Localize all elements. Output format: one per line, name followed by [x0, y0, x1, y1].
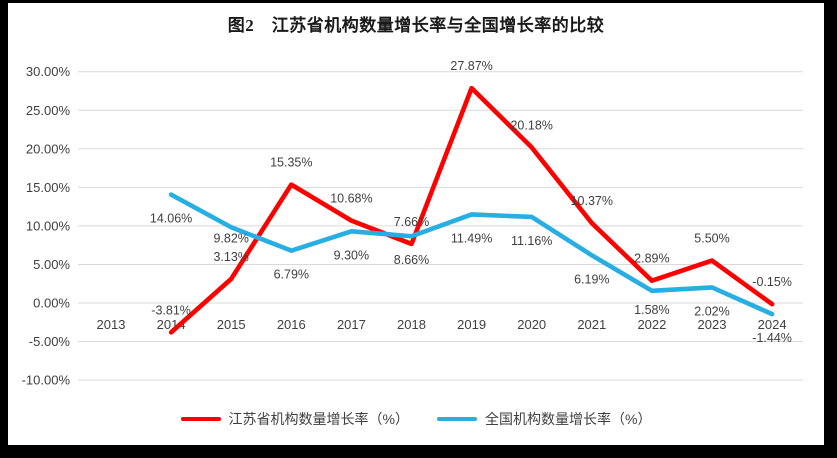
- jiangsu-series-line: [168, 85, 775, 335]
- y-axis-tick-label: -5.00%: [29, 334, 71, 349]
- x-axis-tick-label: 2013: [97, 317, 126, 332]
- x-axis-tick-label: 2016: [277, 317, 306, 332]
- x-axis-tick-label: 2021: [577, 317, 606, 332]
- x-axis-tick-label: 2018: [397, 317, 426, 332]
- jiangsu-data-label: 15.35%: [270, 156, 312, 170]
- legend-item-national: 全国机构数量增长率（%）: [437, 409, 651, 429]
- x-axis-tick-label: 2023: [698, 317, 727, 332]
- jiangsu-data-label: 3.13%: [213, 250, 248, 264]
- legend-label-jiangsu: 江苏省机构数量增长率（%）: [228, 411, 409, 427]
- jiangsu-data-label: 5.50%: [694, 232, 729, 246]
- national-data-label: 9.30%: [334, 248, 369, 262]
- national-data-label: 8.66%: [394, 253, 429, 267]
- national-data-label: 14.06%: [150, 212, 192, 226]
- chart-plot-area: 30.00% 25.00% 20.00% 15.00% 10.00% 5.00% 0.00%…: [22, 59, 803, 388]
- y-axis-tick-label: 5.00%: [33, 257, 70, 272]
- x-axis-tick-label: 2017: [337, 317, 366, 332]
- chart-title: 图2 江苏省机构数量增长率与全国增长率的比较: [227, 16, 605, 35]
- y-axis-tick-label: 10.00%: [26, 218, 71, 233]
- jiangsu-data-label: 27.87%: [450, 59, 492, 73]
- y-axis-tick-label: 20.00%: [26, 141, 71, 156]
- y-axis-tick-label: -10.00%: [22, 373, 71, 388]
- x-axis-tick-label: 2020: [517, 317, 546, 332]
- national-data-label: 6.19%: [574, 272, 609, 286]
- x-axis-tick-label: 2019: [457, 317, 486, 332]
- jiangsu-data-label: 7.66%: [394, 215, 429, 229]
- chart-legend: 江苏省机构数量增长率（%） 全国机构数量增长率（%）: [8, 409, 824, 429]
- national-data-label: 9.82%: [213, 231, 248, 245]
- national-data-label: 6.79%: [274, 268, 309, 282]
- jiangsu-data-label: -0.15%: [752, 275, 792, 289]
- x-axis-tick-label: 2022: [637, 317, 666, 332]
- jiangsu-data-label: 2.89%: [634, 252, 669, 266]
- national-data-label: 11.49%: [451, 231, 492, 245]
- jiangsu-data-label: 10.68%: [330, 192, 372, 206]
- national-data-label: 2.02%: [694, 304, 729, 318]
- y-axis-tick-label: 15.00%: [26, 180, 71, 195]
- legend-label-national: 全国机构数量增长率（%）: [485, 411, 652, 427]
- national-line-swatch-icon: [437, 416, 477, 422]
- jiangsu-line-swatch-icon: [180, 416, 221, 422]
- jiangsu-data-label: 10.37%: [571, 194, 613, 208]
- chart-page: 图2 江苏省机构数量增长率与全国增长率的比较 30.00% 25.00% 20.00…: [8, 3, 824, 445]
- y-axis-tick-label: 0.00%: [33, 296, 70, 311]
- x-axis-tick-label: 2015: [217, 317, 246, 332]
- jiangsu-data-label: -3.81%: [151, 303, 191, 317]
- y-axis-tick-label: 25.00%: [26, 103, 71, 118]
- y-axis-tick-label: 30.00%: [26, 64, 71, 79]
- x-axis-tick-label: 2024: [758, 317, 787, 332]
- national-data-label: -1.44%: [752, 331, 792, 345]
- national-data-label: 11.16%: [511, 234, 552, 248]
- national-data-label: 1.58%: [634, 303, 669, 317]
- legend-item-jiangsu: 江苏省机构数量增长率（%）: [180, 409, 409, 429]
- jiangsu-data-label: 20.18%: [510, 118, 552, 132]
- national-series-line: [168, 192, 775, 317]
